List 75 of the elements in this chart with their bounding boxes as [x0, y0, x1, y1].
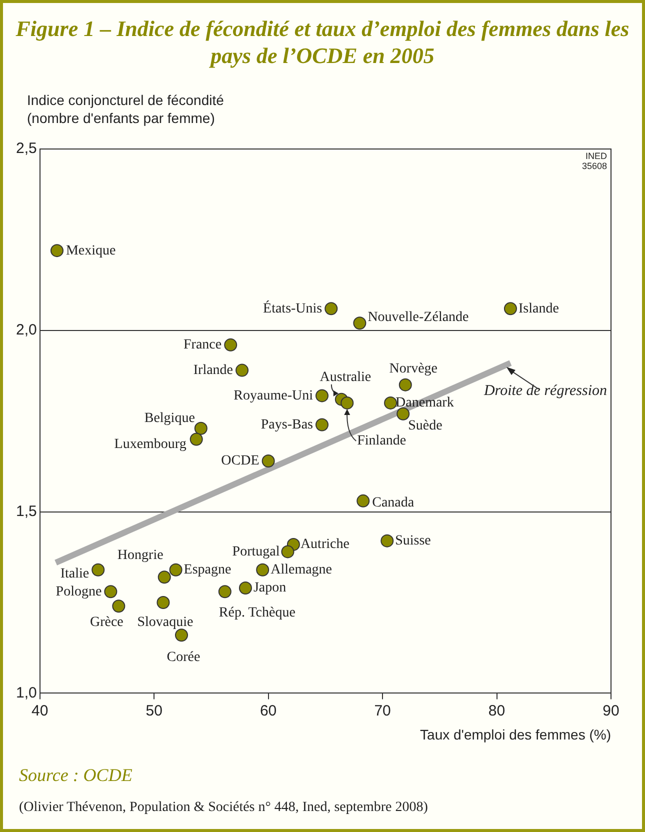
annotation: Japon [253, 580, 286, 596]
point [380, 534, 394, 548]
annotation: Suisse [395, 533, 431, 548]
annotation: Australie [320, 370, 372, 386]
annotation: Danemark [396, 396, 454, 411]
y-tick-label: 1,0 [16, 684, 37, 702]
point [174, 628, 188, 642]
x-tick-label: 50 [146, 702, 162, 720]
x-tick-label: 90 [602, 702, 620, 720]
annotation: Espagne [184, 562, 232, 578]
y-tick-label: 1,5 [16, 502, 37, 520]
y-tick-label: 2,5 [16, 140, 37, 158]
point [504, 302, 517, 316]
point [340, 396, 354, 410]
annotation: Mexique [66, 243, 116, 258]
x-tick-label: 40 [32, 702, 48, 720]
point [50, 244, 64, 258]
annotation: France [184, 338, 222, 353]
x-tick-label: 60 [260, 702, 277, 720]
annotation: INED 35608 [582, 150, 608, 171]
annotation: Royaume-Uni [234, 388, 314, 404]
point [169, 563, 182, 576]
annotation: Pologne [56, 584, 102, 600]
point [158, 570, 171, 584]
annotation: Corée [166, 650, 200, 665]
point [236, 364, 249, 377]
source-note: Source : OCDE [19, 765, 132, 786]
point [316, 389, 328, 402]
y-axis-title: Indice conjoncturel de fécondité (nombre d'enfants par femme) [27, 91, 224, 127]
chart-title: Figure 1 – Indice de fécondité et taux d’emploi des femmes dans les pays de l’OCDE en 2005 [14, 15, 630, 69]
series-label: Droite de régression [482, 382, 607, 399]
annotation: Pays-Bas [260, 417, 313, 432]
text: (Olivier Thévenon, Population & Sociétés n° 448, Ined, septembre 2008) [19, 800, 428, 816]
x-tick-label: 80 [488, 702, 506, 720]
point [92, 563, 105, 576]
annotation: Luxembourg [114, 436, 186, 452]
annotation: Canada [372, 496, 415, 511]
point [238, 581, 252, 594]
annotation: Irlande [193, 362, 234, 378]
annotation: Finlande [357, 434, 406, 449]
annotation: États-Unis [263, 299, 322, 316]
point [224, 338, 238, 352]
point [112, 600, 126, 613]
annotation: Grèce [90, 614, 124, 630]
y-tick-label: 2,0 [16, 322, 37, 339]
annotation: Portugal [232, 544, 280, 560]
point [396, 407, 410, 420]
annotation: OCDE [221, 454, 260, 469]
annotation: Autriche [300, 537, 350, 552]
point [218, 585, 232, 598]
point [281, 545, 294, 558]
annotation: Norvège [389, 361, 438, 376]
point [398, 378, 412, 392]
x-tick-label: 70 [374, 702, 391, 720]
point [324, 302, 338, 316]
annotation: Belgique [144, 411, 195, 426]
annotation: Allemagne [270, 562, 332, 578]
point [194, 422, 208, 435]
point [156, 596, 170, 609]
point [262, 454, 275, 468]
annotation: Nouvelle-Zélande [368, 310, 469, 325]
point [256, 563, 270, 576]
point [104, 585, 118, 598]
annotation: Suède [408, 418, 442, 434]
point [384, 396, 398, 410]
point [353, 316, 366, 330]
annotation: Italie [60, 566, 90, 582]
annotation: Hongrie [117, 548, 164, 563]
point [190, 432, 203, 446]
point [316, 418, 328, 432]
point [356, 494, 370, 508]
annotation: Rép. Tchèque [218, 605, 296, 620]
annotation: Islande [518, 301, 559, 316]
x-axis-title: Taux d'emploi des femmes (%) [420, 726, 611, 742]
annotation: Slovaquie [137, 615, 194, 630]
